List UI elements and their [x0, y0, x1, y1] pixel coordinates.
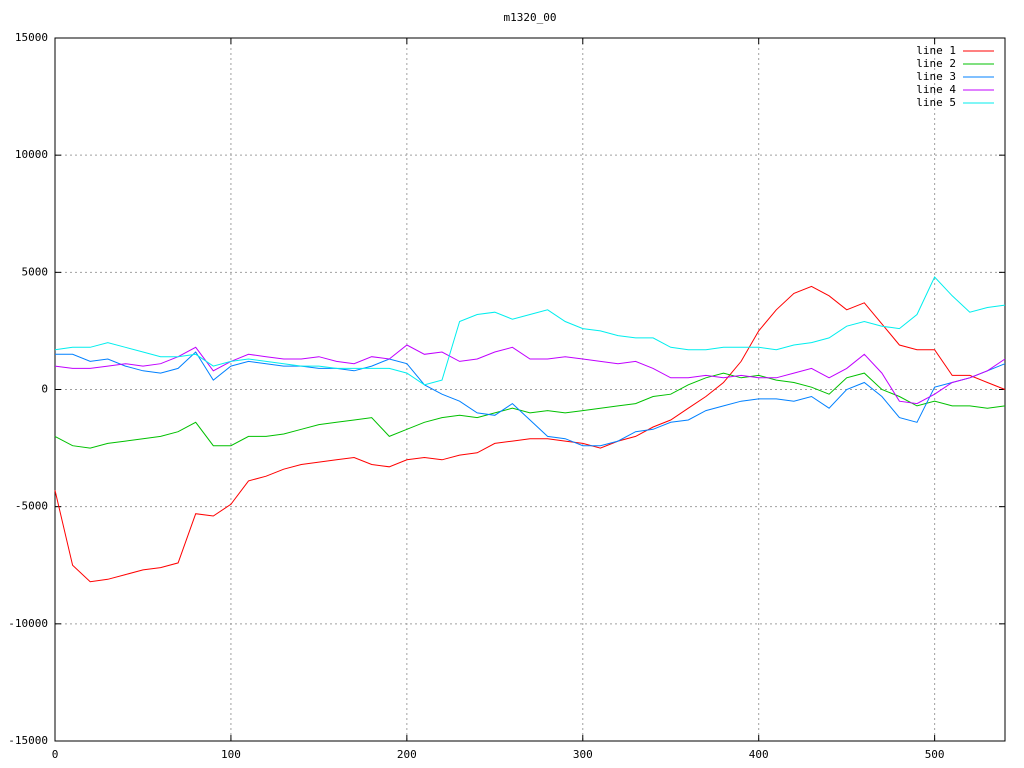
- x-tick-label: 100: [221, 748, 241, 761]
- y-tick-label: 15000: [15, 31, 48, 44]
- y-tick-label: -5000: [15, 500, 48, 513]
- x-tick-label: 200: [397, 748, 417, 761]
- legend-label: line 5: [916, 96, 956, 109]
- data-line: [54, 344, 1006, 405]
- data-line: [54, 372, 1006, 449]
- legend-label: line 4: [916, 83, 956, 96]
- x-tick-label: 400: [749, 748, 769, 761]
- x-tick-label: 500: [925, 748, 945, 761]
- y-tick-label: 10000: [15, 148, 48, 161]
- chart-title: m1320_00: [504, 11, 557, 24]
- legend-label: line 1: [916, 44, 956, 57]
- data-line: [54, 276, 1006, 386]
- y-tick-label: 0: [41, 383, 48, 396]
- x-tick-label: 300: [573, 748, 593, 761]
- y-tick-label: 5000: [22, 265, 49, 278]
- y-tick-label: -10000: [8, 617, 48, 630]
- data-line: [55, 351, 1006, 447]
- y-tick-label: -15000: [8, 734, 48, 747]
- legend-label: line 3: [916, 70, 956, 83]
- legend-label: line 2: [916, 57, 956, 70]
- x-tick-label: 0: [52, 748, 59, 761]
- data-line: [54, 285, 1006, 583]
